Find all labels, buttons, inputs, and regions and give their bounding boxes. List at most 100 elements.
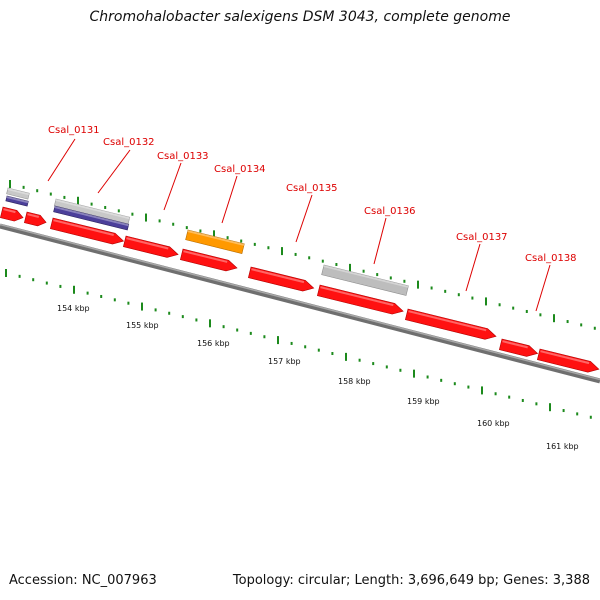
minor-tick (403, 279, 406, 283)
minor-tick (304, 345, 307, 349)
scale-label-1: 155 kbp (126, 321, 159, 330)
gene-label-csal_0136: Csal_0136 (364, 206, 416, 217)
leader-line-7 (535, 264, 551, 312)
cds-arrow-4-shine (183, 250, 228, 263)
backbone-line (0, 223, 600, 384)
leader-line-5 (373, 217, 387, 265)
minor-tick (226, 236, 229, 240)
minor-tick (440, 378, 443, 382)
minor-tick (358, 358, 361, 362)
scale-label-2: 156 kbp (197, 339, 230, 348)
gray-feature-b-shine (55, 199, 130, 220)
upper-tick-track (9, 180, 596, 330)
minor-tick (539, 313, 542, 317)
minor-tick (308, 256, 311, 260)
backbone-highlight (0, 223, 600, 381)
minor-tick (335, 263, 338, 267)
minor-tick (471, 296, 474, 300)
topology-label: Topology: circular; Length: 3,696,649 bp… (232, 573, 590, 588)
gray-feature-b (53, 198, 131, 225)
minor-tick (236, 328, 239, 332)
map-title: Chromohalobacter salexigens DSM 3043, co… (89, 9, 511, 25)
gray-feature-a (6, 187, 30, 200)
leader-line-2 (163, 162, 182, 211)
minor-tick (100, 294, 103, 298)
cds-arrow-7 (405, 308, 497, 340)
cds-arrow-7-shine (408, 310, 487, 332)
cds-arrow-1-shine (27, 213, 40, 218)
minor-tick (521, 398, 524, 402)
minor-tick (385, 365, 388, 369)
blue-feature-a-body (5, 195, 29, 207)
minor-tick (22, 185, 25, 189)
blue-feature-a (5, 195, 29, 207)
blue-feature-b (53, 205, 130, 231)
accession-label: Accession: NC_007963 (9, 573, 157, 588)
cds-arrow-8-shine (502, 340, 528, 349)
scale-label-3: 157 kbp (268, 357, 301, 366)
feature-track (0, 187, 600, 373)
minor-tick (512, 306, 515, 310)
minor-tick (535, 402, 538, 406)
minor-tick (59, 284, 62, 288)
minor-tick (168, 311, 171, 315)
gene-label-csal_0131: Csal_0131 (48, 125, 100, 136)
gene-label-csal_0133: Csal_0133 (157, 151, 209, 162)
cds-arrow-1 (24, 211, 47, 227)
minor-tick (290, 341, 293, 345)
gene-label-csal_0134: Csal_0134 (214, 164, 266, 175)
minor-tick (49, 192, 52, 196)
label-leaders (47, 138, 551, 312)
minor-tick (498, 303, 501, 307)
minor-tick (362, 269, 365, 273)
minor-tick (63, 195, 66, 199)
minor-tick (317, 348, 320, 352)
minor-tick (90, 202, 93, 206)
minor-tick (580, 323, 583, 327)
gene-label-csal_0132: Csal_0132 (103, 137, 155, 148)
cds-arrow-2 (50, 217, 125, 245)
cds-arrow-0-shine (3, 208, 16, 214)
scale-label-7: 161 kbp (546, 442, 579, 451)
cds-arrow-0 (0, 206, 24, 222)
cds-arrow-9-shine (540, 350, 590, 365)
minor-tick (185, 226, 188, 230)
lower-tick-track (5, 269, 592, 419)
gene-label-csal_0135: Csal_0135 (286, 183, 338, 194)
gray-feature-c-shine (323, 265, 409, 288)
gray-feature-c-body (321, 264, 409, 296)
scale-label-5: 159 kbp (407, 397, 440, 406)
minor-tick (158, 219, 161, 223)
minor-tick (127, 301, 130, 305)
minor-tick (372, 362, 375, 366)
minor-tick (86, 291, 89, 295)
cds-arrow-4 (180, 248, 238, 272)
minor-tick (589, 415, 592, 419)
leader-line-6 (465, 243, 481, 292)
cds-arrow-8 (499, 338, 539, 357)
gray-feature-c (321, 264, 409, 296)
minor-tick (294, 252, 297, 256)
minor-tick (117, 209, 120, 213)
minor-tick (457, 293, 460, 297)
minor-tick (154, 308, 157, 312)
minor-tick (45, 281, 48, 285)
minor-tick (36, 189, 39, 193)
blue-feature-b-shine (54, 206, 129, 227)
leader-line-0 (47, 138, 76, 182)
minor-tick (32, 278, 35, 282)
minor-tick (172, 222, 175, 226)
minor-tick (494, 392, 497, 396)
minor-tick (399, 368, 402, 372)
minor-tick (430, 286, 433, 290)
blue-feature-a-shine (6, 196, 29, 204)
minor-tick (104, 205, 107, 209)
cds-arrow-5-shine (251, 268, 305, 284)
minor-tick (195, 318, 198, 322)
orange-feature (185, 229, 245, 254)
minor-tick (240, 239, 243, 243)
minor-tick (267, 246, 270, 250)
minor-tick (467, 385, 470, 389)
scale-label-4: 158 kbp (338, 377, 371, 386)
